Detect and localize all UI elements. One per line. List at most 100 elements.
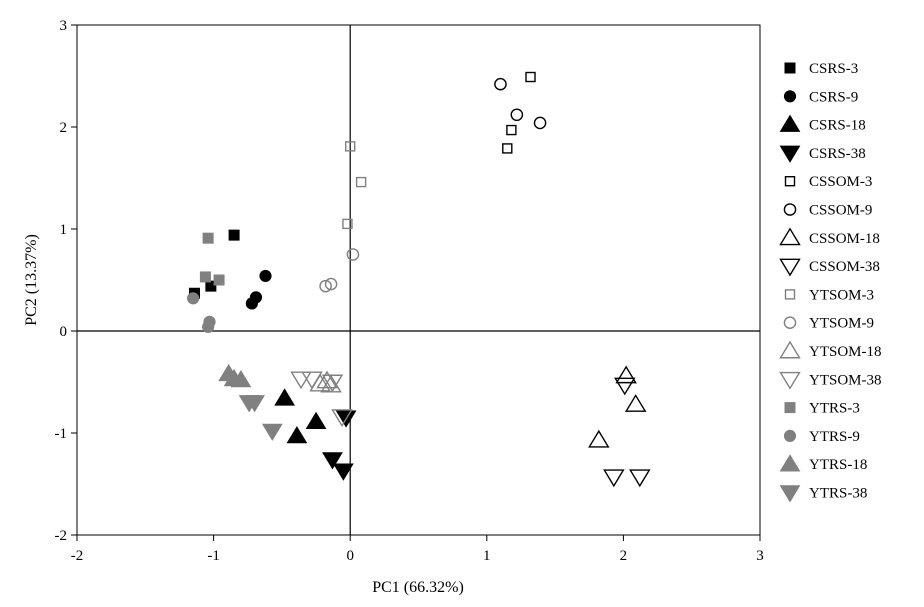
point-cssom-3 xyxy=(502,143,513,154)
point-cssom-18 xyxy=(624,394,647,412)
point-cssom-38 xyxy=(603,469,625,488)
legend-item-csrs-18: CSRS-18 xyxy=(779,114,866,134)
legend-item-ytsom-18: YTSOM-18 xyxy=(779,340,882,360)
legend-label: YTSOM-18 xyxy=(809,344,882,360)
legend-marker-ytsom-9 xyxy=(783,316,797,330)
legend-item-ytsom-38: YTSOM-38 xyxy=(779,371,882,390)
plot-frame xyxy=(76,24,761,536)
point-ytrs-3 xyxy=(202,232,214,244)
legend-label: YTSOM-3 xyxy=(809,287,874,303)
legend-item-csrs-9: CSRS-9 xyxy=(783,89,858,105)
point-ytsom-18 xyxy=(320,374,342,393)
legend-item-ytrs-38: YTRS-38 xyxy=(779,485,867,503)
x-axis-title: PC1 (66.32%) xyxy=(372,579,464,596)
x-tick-label: 2 xyxy=(620,548,628,564)
y-tick-label: 2 xyxy=(60,120,68,136)
legend-item-csrs-3: CSRS-3 xyxy=(784,61,858,77)
point-csrs-18 xyxy=(286,426,308,444)
legend-label: YTSOM-38 xyxy=(809,372,882,388)
axis-ticks: -2 -1 0 1 2 3 -2 -1 0 1 2 3 xyxy=(55,18,764,564)
point-csrs-9 xyxy=(259,269,272,283)
y-tick-label: -2 xyxy=(55,528,68,544)
legend-marker-ytsom-3 xyxy=(784,289,796,300)
legend-item-csrs-38: CSRS-38 xyxy=(779,145,866,163)
legend-marker-ytsom-38 xyxy=(779,371,801,390)
legend-marker-ytrs-9 xyxy=(783,429,797,442)
point-ytrs-3 xyxy=(213,274,225,286)
point-ytsom-3 xyxy=(355,176,367,188)
legend-label: CSSOM-9 xyxy=(809,203,872,219)
legend-item-ytsom-3: YTSOM-3 xyxy=(784,287,874,303)
y-tick-label: 3 xyxy=(60,18,68,34)
legend-item-cssom-9: CSSOM-9 xyxy=(783,203,872,219)
x-tick-label: 1 xyxy=(483,548,491,564)
point-ytrs-38 xyxy=(244,395,265,413)
point-ytrs-9 xyxy=(203,315,216,328)
legend-marker-csrs-38 xyxy=(779,145,801,163)
point-cssom-38 xyxy=(629,469,651,488)
point-cssom-18 xyxy=(615,365,637,384)
legend-marker-ytrs-38 xyxy=(779,485,801,503)
legend-marker-ytsom-18 xyxy=(779,340,801,359)
legend-item-ytrs-3: YTRS-3 xyxy=(784,401,860,417)
legend-item-cssom-38: CSSOM-38 xyxy=(779,258,880,277)
point-ytsom-9 xyxy=(319,279,332,293)
legend-item-ytrs-18: YTRS-18 xyxy=(779,454,867,473)
point-ytsom-38 xyxy=(301,371,323,390)
point-csrs-38 xyxy=(322,452,343,470)
point-ytrs-18 xyxy=(230,369,252,388)
point-ytsom-38 xyxy=(290,371,312,390)
legend-marker-csrs-18 xyxy=(779,114,801,132)
point-ytsom-9 xyxy=(346,248,360,261)
point-csrs-9 xyxy=(249,291,263,304)
legend-marker-csrs-9 xyxy=(783,90,797,103)
legend-item-cssom-3: CSSOM-3 xyxy=(784,174,872,190)
point-ytsom-9 xyxy=(324,277,338,291)
legend-label: YTSOM-9 xyxy=(809,316,874,332)
legend-label: CSRS-38 xyxy=(809,146,866,162)
point-cssom-3 xyxy=(525,71,536,83)
point-ytsom-38 xyxy=(331,409,353,428)
legend-item-ytsom-9: YTSOM-9 xyxy=(783,316,874,332)
legend: CSRS-3 CSRS-9 CSRS-18 CSRS-38 CSSOM-3 CSSOM-9… xyxy=(779,61,882,503)
point-ytsom-3 xyxy=(345,141,356,152)
legend-label: YTRS-3 xyxy=(809,401,860,417)
point-ytrs-3 xyxy=(199,271,211,283)
x-tick-label: 0 xyxy=(346,548,354,564)
point-cssom-3 xyxy=(506,124,517,136)
x-tick-label: -2 xyxy=(71,548,84,564)
legend-marker-csrs-3 xyxy=(784,62,796,74)
point-csrs-3 xyxy=(228,229,240,241)
y-axis-title: PC2 (13.37%) xyxy=(23,234,40,326)
legend-marker-ytrs-18 xyxy=(779,454,801,472)
y-tick-label: 1 xyxy=(60,222,68,238)
legend-marker-cssom-38 xyxy=(779,258,801,277)
legend-label: CSRS-18 xyxy=(809,118,866,134)
legend-marker-ytrs-3 xyxy=(784,402,796,414)
zero-lines xyxy=(77,25,760,535)
point-csrs-18 xyxy=(274,388,296,406)
point-ytsom-38 xyxy=(321,374,344,393)
legend-label: CSRS-3 xyxy=(809,61,858,77)
point-ytrs-38 xyxy=(261,423,283,441)
y-tick-label: 0 xyxy=(60,324,68,340)
legend-marker-cssom-3 xyxy=(784,175,796,187)
point-ytsom-3 xyxy=(342,218,353,230)
legend-label: CSSOM-38 xyxy=(809,259,880,275)
legend-item-cssom-18: CSSOM-18 xyxy=(779,227,880,247)
x-tick-label: -1 xyxy=(207,548,220,564)
legend-marker-cssom-9 xyxy=(783,203,797,216)
legend-label: CSSOM-3 xyxy=(809,174,872,190)
x-tick-label: 3 xyxy=(756,548,764,564)
y-tick-label: -1 xyxy=(55,426,68,442)
point-cssom-38 xyxy=(614,377,636,396)
legend-label: YTRS-38 xyxy=(809,486,867,502)
point-ytrs-9 xyxy=(187,292,200,305)
point-csrs-38 xyxy=(332,463,354,481)
point-cssom-9 xyxy=(533,116,547,130)
legend-label: CSRS-9 xyxy=(809,89,858,105)
point-cssom-9 xyxy=(510,108,524,122)
point-csrs-18 xyxy=(305,411,327,430)
legend-item-ytrs-9: YTRS-9 xyxy=(783,429,860,445)
